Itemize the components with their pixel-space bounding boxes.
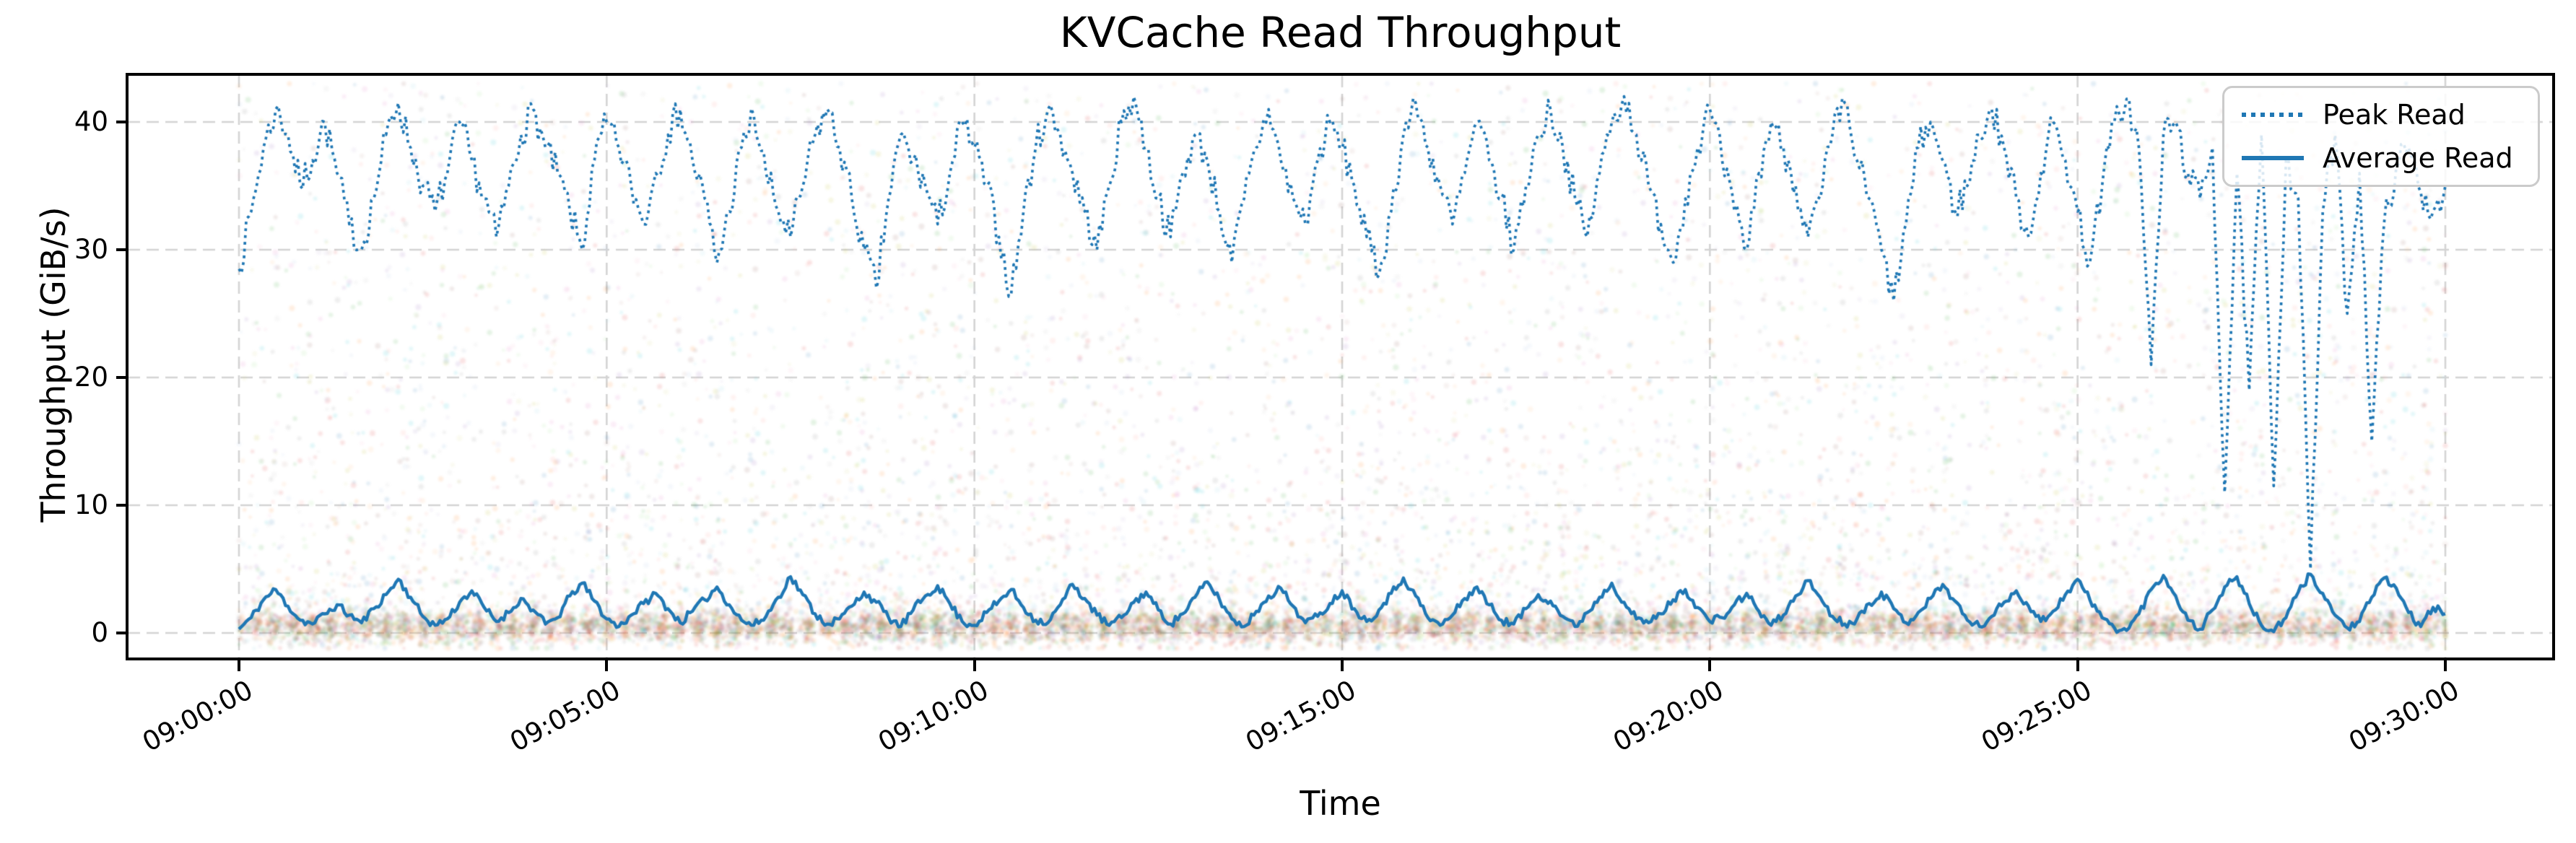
x-tick-mark — [972, 660, 976, 671]
x-tick-mark — [2076, 660, 2079, 671]
x-tick-mark — [238, 660, 240, 671]
legend-label-average: Average Read — [2323, 142, 2513, 174]
y-tick-label: 40 — [74, 106, 108, 137]
plot-canvas — [128, 75, 2552, 658]
legend: Peak Read Average Read — [2222, 86, 2540, 187]
legend-item-peak: Peak Read — [2242, 99, 2520, 131]
chart-title: KVCache Read Throughput — [1059, 8, 1622, 57]
average-line-swatch — [2242, 156, 2304, 160]
x-tick-mark — [2444, 660, 2447, 671]
y-tick-mark — [116, 632, 127, 634]
y-tick-mark — [116, 504, 127, 507]
y-tick-label: 10 — [74, 489, 108, 520]
plot-border — [126, 73, 2555, 660]
legend-label-peak: Peak Read — [2323, 99, 2466, 131]
y-tick-mark — [116, 121, 127, 123]
x-tick-mark — [605, 660, 609, 671]
x-axis-label: Time — [1300, 784, 1381, 823]
y-tick-label: 20 — [74, 362, 108, 393]
x-tick-mark — [1708, 660, 1712, 671]
x-tick-mark — [1341, 660, 1344, 671]
y-tick-label: 0 — [91, 617, 108, 648]
legend-item-average: Average Read — [2242, 142, 2520, 174]
peak-line-swatch — [2242, 113, 2304, 117]
y-tick-mark — [116, 376, 127, 379]
y-tick-mark — [116, 248, 127, 251]
y-tick-label: 30 — [74, 234, 108, 265]
